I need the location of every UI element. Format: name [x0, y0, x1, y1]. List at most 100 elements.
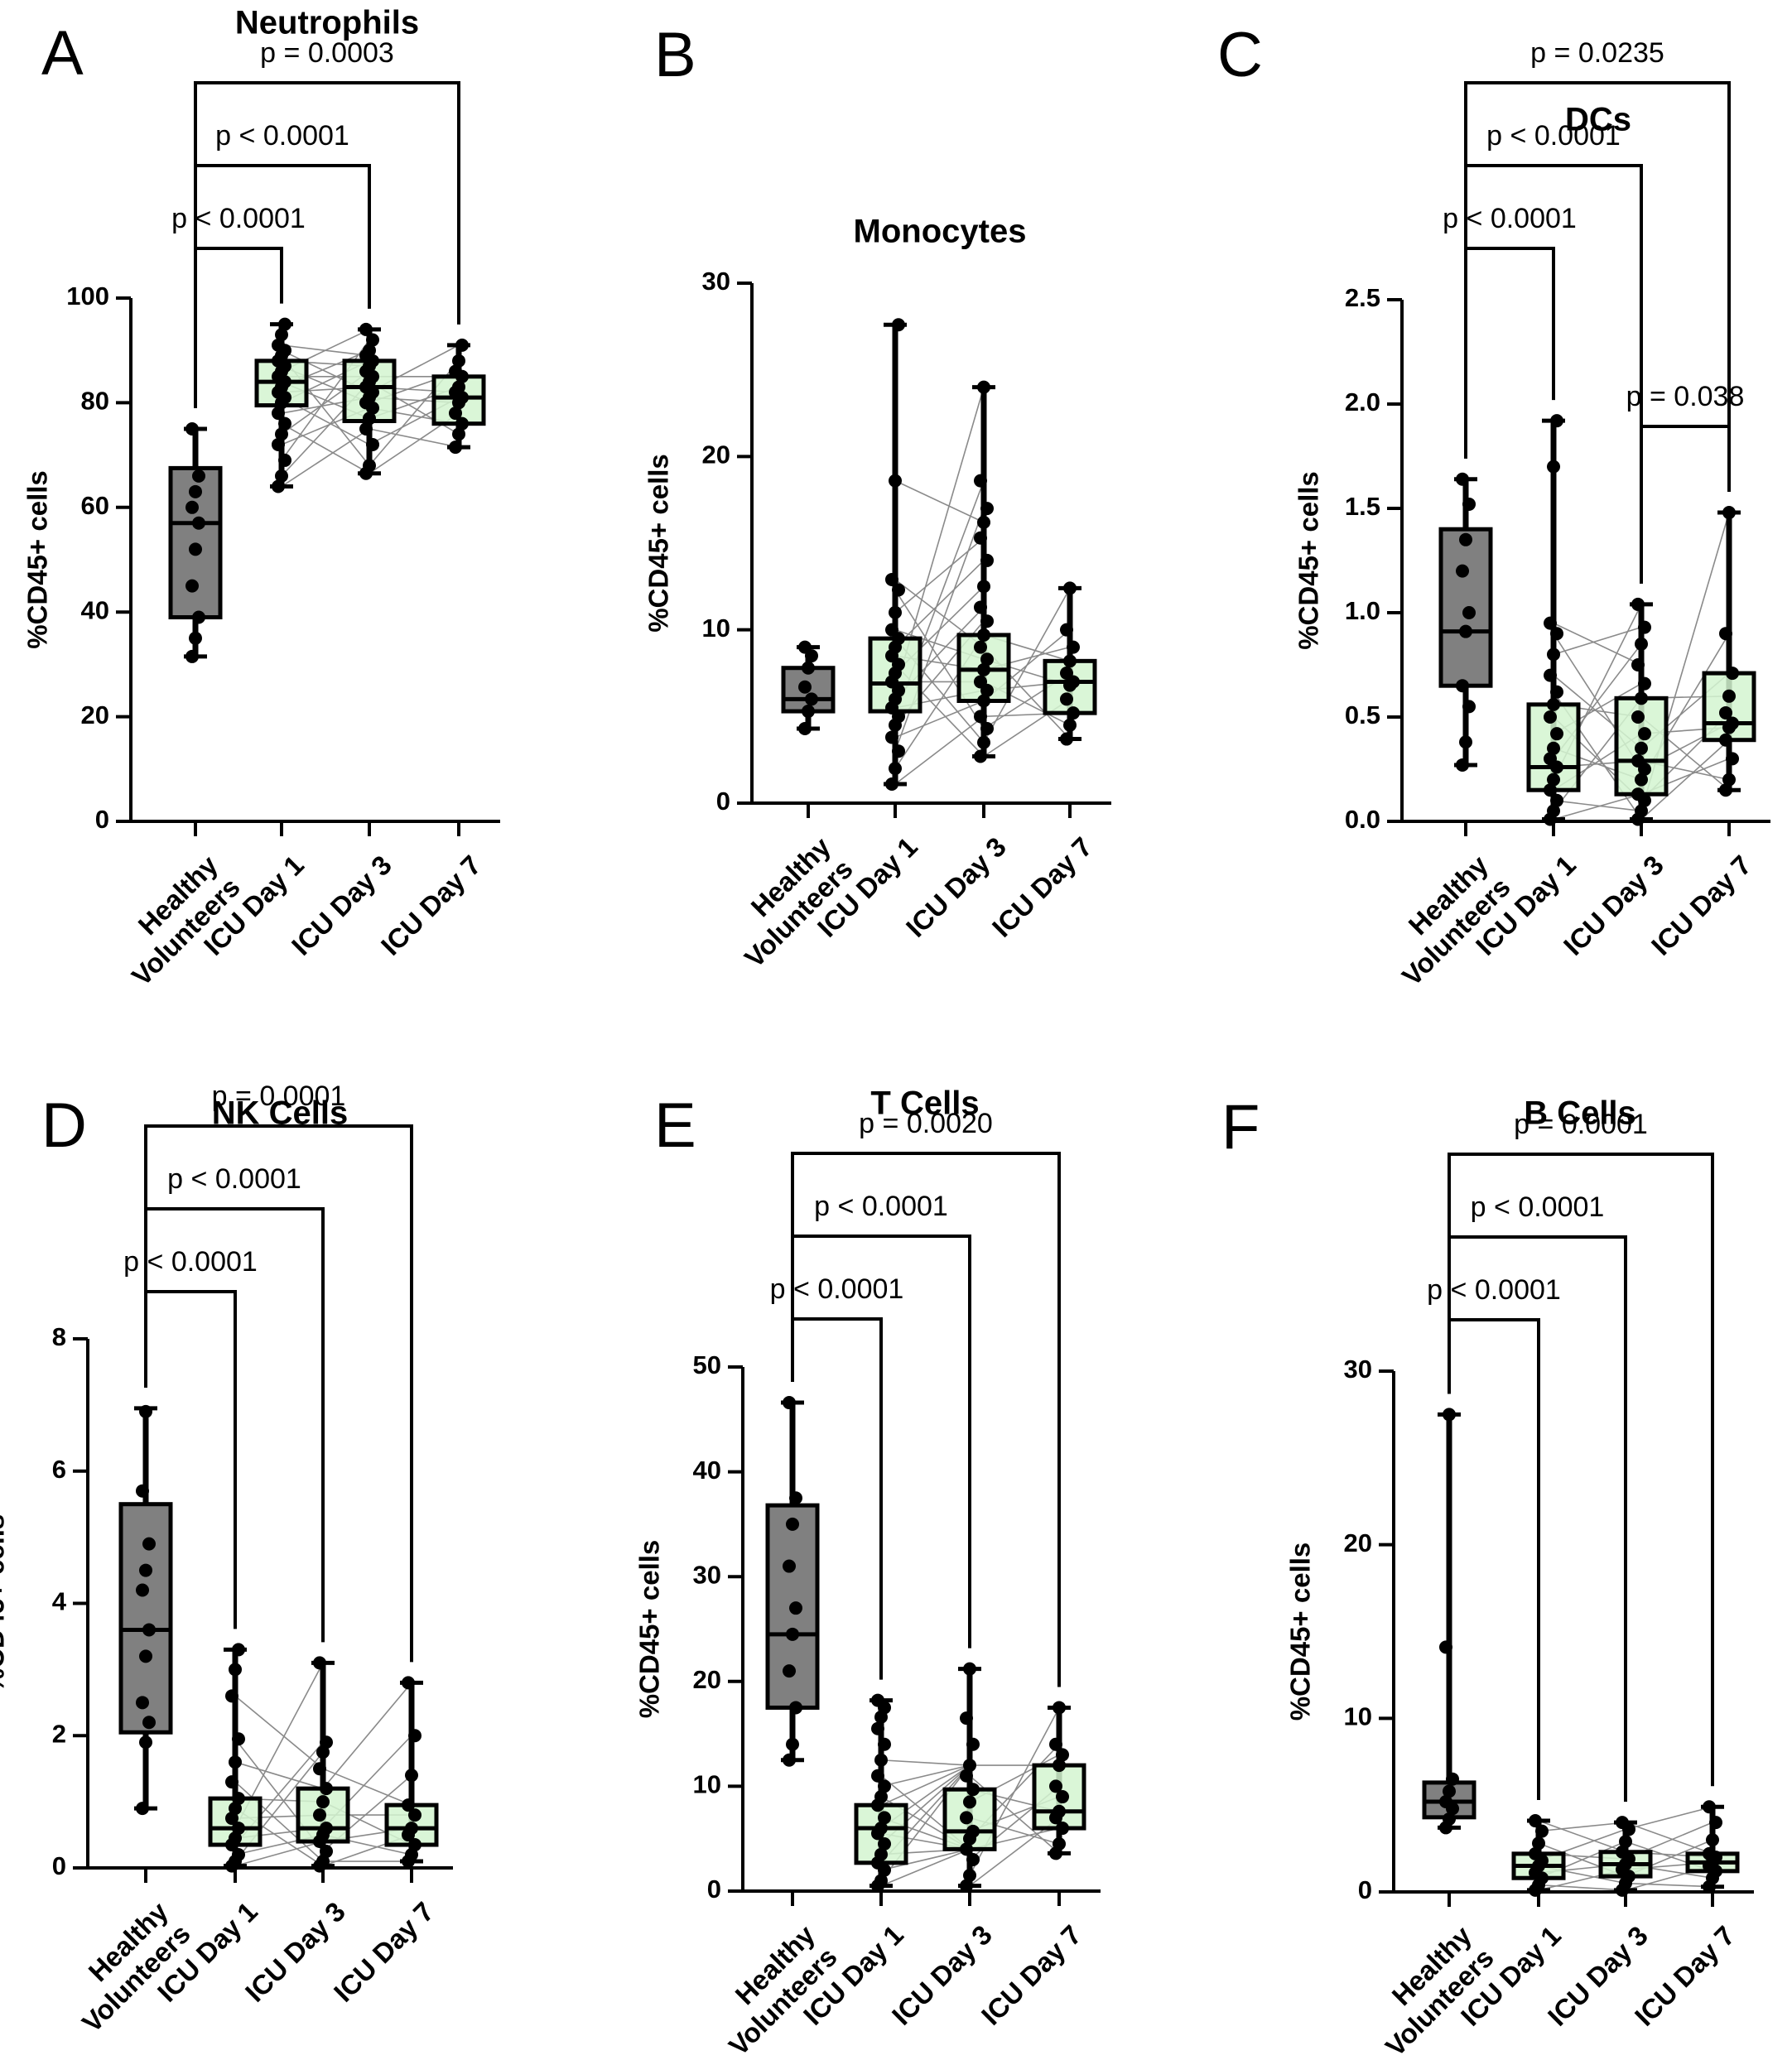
y-tick-label: 30 [693, 1560, 721, 1589]
significance-bracket [1448, 1318, 1540, 1801]
data-point [1550, 414, 1563, 428]
pair-line [894, 590, 985, 729]
data-point [966, 1853, 980, 1867]
data-point [1635, 741, 1648, 755]
data-point [871, 1721, 884, 1735]
pair-line [234, 1761, 324, 1789]
data-point [452, 354, 465, 368]
data-point [185, 579, 199, 593]
data-point [963, 1662, 976, 1676]
data-point [139, 1735, 152, 1750]
y-axis-label: %CD45+ cells [634, 1540, 665, 1719]
data-point [1726, 716, 1739, 730]
data-point [1544, 668, 1557, 682]
data-point [313, 1656, 326, 1670]
data-point [1631, 753, 1645, 768]
data-point [980, 652, 994, 667]
significance-bracket [791, 1152, 1061, 1687]
pair-line [281, 422, 370, 474]
pair-line [880, 1764, 971, 1788]
data-point [452, 427, 465, 441]
data-point [1060, 732, 1073, 746]
data-point [366, 333, 379, 347]
data-point [977, 380, 990, 394]
y-tick-label: 4 [52, 1587, 67, 1616]
pair-line [880, 1764, 971, 1806]
data-point [313, 1762, 326, 1776]
data-point [1635, 772, 1648, 787]
y-tick-label: 10 [693, 1770, 721, 1799]
data-point [874, 1753, 888, 1767]
data-point [1719, 733, 1732, 747]
data-point [1631, 710, 1645, 724]
data-point [1456, 679, 1469, 693]
p-value-label: p < 0.0001 [171, 203, 306, 234]
pair-line [1625, 1822, 1713, 1855]
data-point [1706, 1833, 1719, 1847]
data-point [359, 322, 373, 336]
data-point [1726, 752, 1739, 766]
panel-letter: D [41, 1090, 87, 1161]
data-point [1722, 772, 1736, 787]
data-point [805, 692, 818, 706]
data-point [363, 459, 376, 473]
data-point [1635, 691, 1648, 705]
data-point [977, 662, 990, 676]
data-point [1547, 697, 1560, 711]
data-point [232, 1848, 245, 1862]
data-point [1446, 1772, 1459, 1786]
data-point [278, 416, 291, 431]
data-point [139, 1563, 152, 1577]
pair-line [880, 1848, 971, 1887]
data-point [1550, 727, 1563, 741]
data-point [960, 1769, 973, 1783]
data-point [225, 1775, 238, 1789]
y-tick-label: 30 [1344, 1355, 1372, 1384]
data-point [192, 516, 205, 530]
data-point [189, 542, 202, 556]
data-point [1053, 1804, 1066, 1818]
pair-line [234, 1781, 324, 1862]
data-point [789, 1601, 802, 1615]
data-point [363, 412, 376, 426]
data-point [1719, 627, 1732, 641]
p-value-label: p < 0.0001 [1486, 120, 1621, 152]
data-point [885, 572, 898, 586]
data-point [889, 762, 902, 776]
p-value-label: p = 0.0235 [1530, 37, 1664, 69]
significance-bracket [144, 1124, 413, 1663]
data-point [874, 1874, 888, 1888]
y-tick-label: 30 [702, 267, 730, 296]
pair-line [234, 1695, 324, 1769]
data-point [960, 1811, 973, 1825]
data-point [1443, 1408, 1456, 1422]
data-point [786, 1627, 799, 1641]
data-point [1459, 624, 1472, 638]
significance-bracket [194, 81, 460, 408]
pair-line [1553, 626, 1642, 656]
data-point [1067, 640, 1080, 654]
data-point [232, 1792, 245, 1806]
data-point [974, 710, 987, 724]
y-tick-label: 20 [693, 1665, 721, 1694]
data-point [1544, 783, 1557, 797]
data-point [1529, 1846, 1542, 1860]
data-point [974, 531, 987, 545]
y-tick-label: 8 [52, 1322, 66, 1351]
pair-line [894, 479, 985, 523]
data-point [1550, 685, 1563, 699]
y-tick-label: 2.0 [1345, 387, 1380, 416]
data-point [878, 1837, 891, 1851]
data-point [1703, 1800, 1716, 1814]
data-point [878, 1779, 891, 1793]
pair-line [234, 1841, 324, 1867]
p-value-label: p < 0.0001 [1471, 1191, 1605, 1223]
data-point [977, 580, 990, 594]
data-point [229, 1663, 242, 1677]
data-point [320, 1735, 333, 1750]
data-point [189, 631, 202, 645]
data-point [272, 437, 285, 451]
data-point [1049, 1737, 1062, 1751]
